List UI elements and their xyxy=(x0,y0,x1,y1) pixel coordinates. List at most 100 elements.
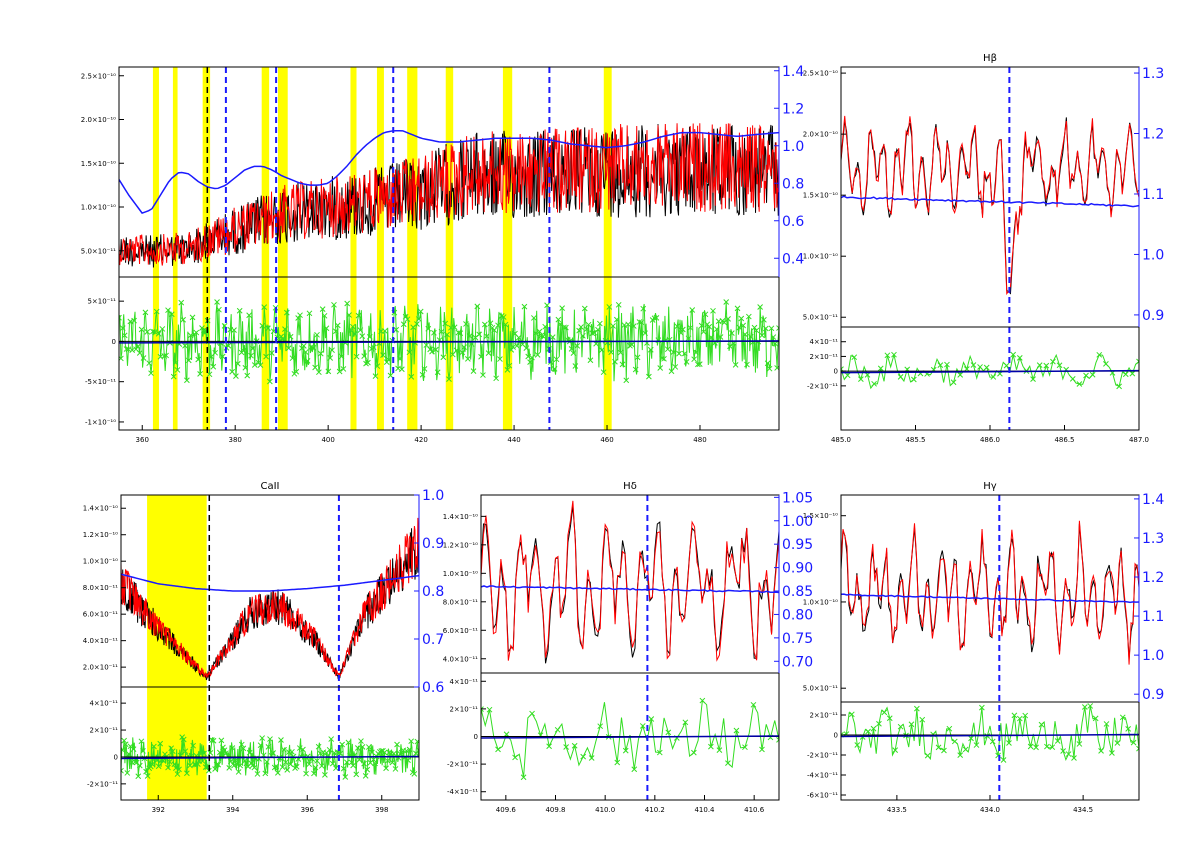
residual-marker xyxy=(370,344,377,351)
right-tick-label-hg-3: 1.2 xyxy=(1142,570,1164,586)
residual-marker xyxy=(665,729,672,736)
left-tick-label-overview-4: 2.5×10⁻¹⁰ xyxy=(81,72,116,80)
residual-marker xyxy=(184,770,190,777)
residual-marker xyxy=(848,711,855,718)
resid-tick-label-overview-2: -5×10⁻¹¹ xyxy=(85,378,116,386)
residual-marker xyxy=(173,765,179,771)
residual-fit-line-hb xyxy=(841,369,1139,374)
residual-marker xyxy=(587,357,594,364)
residual-marker xyxy=(661,355,667,362)
continuum-curve-hb xyxy=(841,195,1139,208)
residual-marker xyxy=(246,312,252,319)
residual-marker xyxy=(312,764,319,771)
residual-marker xyxy=(924,752,931,759)
residual-marker xyxy=(283,309,290,316)
mask-region-overview-8 xyxy=(445,67,454,430)
residual-marker xyxy=(476,331,483,338)
residual-marker xyxy=(529,354,535,361)
residual-marker xyxy=(481,321,488,328)
residual-marker xyxy=(135,773,142,780)
right-tick-label-hb-2: 1.1 xyxy=(1142,187,1164,203)
x-tick-label-caii-3: 398 xyxy=(375,806,388,814)
residual-marker xyxy=(293,763,300,770)
residual-marker xyxy=(219,353,226,360)
residual-marker xyxy=(1006,740,1012,746)
residual-marker xyxy=(182,748,189,755)
residual-marker xyxy=(310,345,317,351)
residual-marker xyxy=(689,307,696,313)
residual-marker xyxy=(563,324,569,331)
x-tick-label-hb-3: 486.5 xyxy=(1054,436,1074,444)
residual-marker xyxy=(747,333,754,340)
residual-marker xyxy=(751,324,758,331)
residual-marker xyxy=(757,304,763,310)
residual-marker xyxy=(554,726,561,733)
model-spectrum-hb xyxy=(841,115,1139,296)
right-tick-label-overview-4: 1.2 xyxy=(782,101,804,117)
residual-marker xyxy=(725,760,731,766)
residual-line-hb xyxy=(841,353,1139,390)
residual-marker xyxy=(357,327,364,333)
x-tick-label-overview-3: 420 xyxy=(414,436,427,444)
residual-marker xyxy=(1136,358,1139,365)
residual-marker xyxy=(161,353,168,359)
residual-marker xyxy=(555,316,562,323)
residual-marker xyxy=(353,771,360,778)
residual-marker xyxy=(597,320,603,327)
residual-marker xyxy=(1030,376,1036,382)
residual-marker xyxy=(384,757,391,764)
residual-marker xyxy=(221,747,228,754)
residual-marker xyxy=(561,324,567,331)
residual-marker xyxy=(279,764,286,770)
residual-marker xyxy=(215,761,222,768)
residual-marker xyxy=(312,364,318,371)
resid-tick-label-hb-0: 4×10⁻¹¹ xyxy=(809,338,838,346)
residual-marker xyxy=(387,372,394,379)
residual-marker xyxy=(180,316,186,323)
residual-marker xyxy=(702,311,709,318)
right-tick-label-hb-0: 0.9 xyxy=(1142,308,1164,324)
panel-overview: 360 380 400 420 440 460 480 5.0×10⁻¹¹ 1.0×10⁻¹⁰ 1… xyxy=(81,64,805,444)
residual-marker xyxy=(1010,351,1017,358)
residual-marker xyxy=(870,725,877,732)
residual-marker xyxy=(629,341,635,348)
x-tick-label-caii-1: 394 xyxy=(226,806,240,814)
residual-marker xyxy=(750,701,757,708)
residual-marker xyxy=(194,761,201,767)
continuum-curve-hd xyxy=(481,585,779,594)
residual-marker xyxy=(178,299,185,306)
plot-area-caii xyxy=(121,495,419,800)
residual-marker xyxy=(598,347,605,353)
residual-marker xyxy=(941,747,947,754)
residual-marker xyxy=(989,738,996,745)
residual-marker xyxy=(361,760,367,767)
residual-marker xyxy=(182,342,188,349)
residual-marker xyxy=(319,306,326,312)
x-tick-label-overview-6: 480 xyxy=(693,436,706,444)
residual-marker xyxy=(325,368,332,375)
right-tick-label-hd-5: 0.95 xyxy=(782,537,813,553)
residual-marker xyxy=(434,369,441,376)
residual-marker xyxy=(732,362,739,368)
residual-marker xyxy=(289,748,295,755)
continuum-curve-caii xyxy=(121,573,419,592)
residual-marker xyxy=(465,356,471,362)
residual-marker xyxy=(365,359,371,366)
residual-marker xyxy=(483,333,490,339)
residual-marker xyxy=(676,350,682,357)
residual-marker xyxy=(510,344,516,350)
residual-marker xyxy=(440,354,447,361)
residual-marker xyxy=(321,312,328,319)
residual-marker xyxy=(187,332,194,339)
residual-marker xyxy=(419,371,426,378)
residual-marker xyxy=(1103,360,1109,367)
residual-marker xyxy=(348,759,355,766)
residual-marker xyxy=(121,332,128,339)
left-tick-label-hg-0: 5.0×10⁻¹¹ xyxy=(803,685,838,693)
residual-marker xyxy=(236,307,243,314)
residual-marker xyxy=(578,324,584,330)
residual-marker xyxy=(970,362,977,368)
residual-marker xyxy=(687,324,694,331)
residual-marker xyxy=(184,377,190,384)
residual-marker xyxy=(884,352,891,359)
